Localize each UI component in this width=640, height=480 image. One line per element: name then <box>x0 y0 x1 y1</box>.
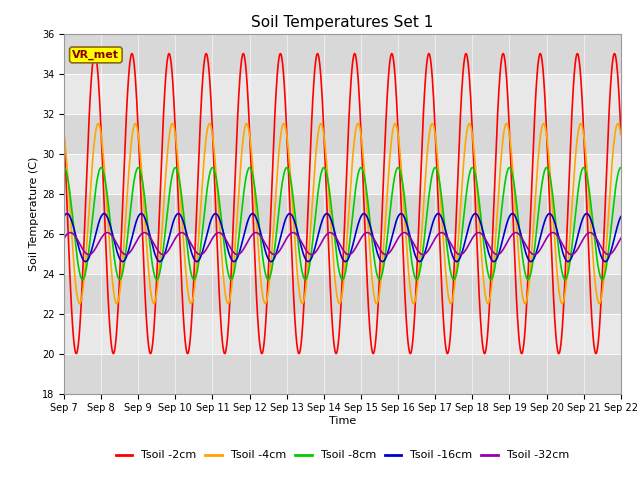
Line: Tsoil -8cm: Tsoil -8cm <box>64 168 621 279</box>
Tsoil -8cm <box>551 213 559 219</box>
X-axis label: Time: Time <box>329 416 356 426</box>
Tsoil -4cm <box>502 121 510 127</box>
Tsoil -2cm <box>425 51 433 57</box>
Tsoil -32cm <box>429 239 437 244</box>
Bar <box>64 234 621 274</box>
Tsoil -16cm <box>552 222 559 228</box>
Line: Tsoil -16cm: Tsoil -16cm <box>64 214 621 262</box>
Tsoil -4cm <box>617 132 625 138</box>
Tsoil -16cm <box>170 216 178 222</box>
Tsoil -32cm <box>552 231 559 237</box>
Tsoil -8cm <box>429 168 437 174</box>
Line: Tsoil -32cm: Tsoil -32cm <box>64 233 621 254</box>
Tsoil -4cm <box>170 125 178 131</box>
Tsoil -8cm <box>184 252 192 258</box>
Tsoil -2cm <box>617 129 625 134</box>
Tsoil -32cm <box>252 230 260 236</box>
Tsoil -8cm <box>79 276 86 282</box>
Tsoil -2cm <box>429 88 437 94</box>
Bar <box>64 73 621 114</box>
Line: Tsoil -2cm: Tsoil -2cm <box>64 54 621 354</box>
Tsoil -32cm <box>170 237 178 243</box>
Tsoil -4cm <box>60 132 68 138</box>
Tsoil -8cm <box>617 165 625 170</box>
Tsoil -2cm <box>444 351 451 357</box>
Tsoil -32cm <box>246 234 254 240</box>
Title: Soil Temperatures Set 1: Soil Temperatures Set 1 <box>252 15 433 30</box>
Line: Tsoil -4cm: Tsoil -4cm <box>64 124 621 303</box>
Tsoil -16cm <box>429 220 436 226</box>
Tsoil -16cm <box>246 213 254 218</box>
Tsoil -16cm <box>453 259 461 264</box>
Tsoil -16cm <box>502 223 510 228</box>
Tsoil -4cm <box>224 300 232 306</box>
Tsoil -8cm <box>171 165 179 171</box>
Tsoil -16cm <box>617 214 625 219</box>
Tsoil -8cm <box>502 175 509 180</box>
Tsoil -2cm <box>60 129 68 134</box>
Tsoil -4cm <box>184 288 191 294</box>
Tsoil -32cm <box>617 235 625 241</box>
Tsoil -2cm <box>184 350 191 356</box>
Tsoil -2cm <box>552 326 559 332</box>
Tsoil -4cm <box>247 143 255 149</box>
Bar <box>64 154 621 193</box>
Tsoil -2cm <box>170 106 178 111</box>
Legend: Tsoil -2cm, Tsoil -4cm, Tsoil -8cm, Tsoil -16cm, Tsoil -32cm: Tsoil -2cm, Tsoil -4cm, Tsoil -8cm, Tsoi… <box>111 446 573 465</box>
Y-axis label: Soil Temperature (C): Soil Temperature (C) <box>29 156 39 271</box>
Text: VR_met: VR_met <box>72 50 119 60</box>
Tsoil -16cm <box>435 211 442 216</box>
Tsoil -32cm <box>234 252 241 257</box>
Tsoil -32cm <box>60 235 68 241</box>
Tsoil -2cm <box>246 140 254 146</box>
Tsoil -32cm <box>502 241 510 247</box>
Tsoil -2cm <box>502 72 510 77</box>
Tsoil -16cm <box>184 236 191 241</box>
Tsoil -8cm <box>246 166 254 171</box>
Tsoil -8cm <box>60 165 68 170</box>
Tsoil -4cm <box>552 248 559 254</box>
Tsoil -4cm <box>429 123 437 129</box>
Tsoil -16cm <box>60 214 68 219</box>
Tsoil -32cm <box>184 235 191 241</box>
Bar <box>64 313 621 354</box>
Tsoil -4cm <box>243 121 250 127</box>
